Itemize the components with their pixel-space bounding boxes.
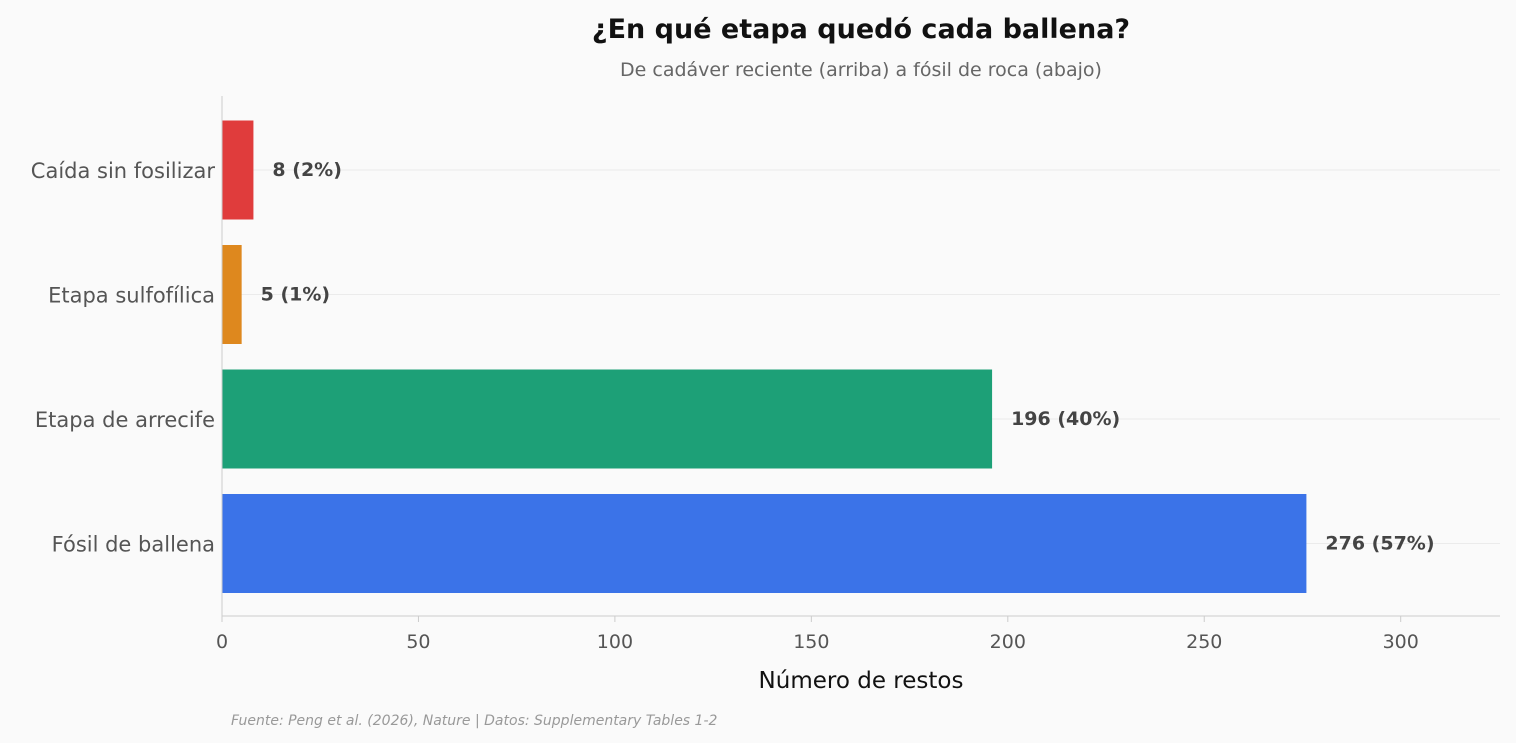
bar-2: [222, 369, 993, 469]
x-axis-ticks: 0 50 100 150 200 250 300: [216, 616, 1419, 653]
bars: [222, 120, 1307, 593]
category-label: Etapa sulfofílica: [48, 284, 215, 308]
category-label: Caída sin fosilizar: [31, 159, 216, 183]
x-tick-label: 50: [406, 631, 430, 653]
x-axis-label: Número de restos: [759, 668, 964, 694]
category-label: Etapa de arrecife: [35, 408, 215, 432]
category-labels: Caída sin fosilizar Etapa sulfofílica Etap…: [31, 159, 216, 557]
x-tick-label: 300: [1383, 631, 1419, 653]
x-tick-label: 150: [793, 631, 829, 653]
source-footnote: Fuente: Peng et al. (2026), Nature | Dat…: [231, 713, 718, 729]
gridlines: [222, 169, 1500, 544]
x-tick-label: 0: [216, 631, 228, 653]
data-label: 5 (1%): [261, 284, 330, 306]
bar-0: [222, 120, 254, 220]
data-labels: 8 (2%) 5 (1%) 196 (40%) 276 (57%): [261, 159, 1435, 555]
data-label: 196 (40%): [1011, 408, 1120, 430]
bar-3: [222, 494, 1307, 593]
x-tick-label: 200: [990, 631, 1026, 653]
chart-subtitle: De cadáver reciente (arriba) a fósil de …: [620, 59, 1102, 81]
chart-title: ¿En qué etapa quedó cada ballena?: [592, 14, 1130, 45]
data-label: 8 (2%): [272, 159, 341, 181]
x-tick-label: 100: [597, 631, 633, 653]
data-label: 276 (57%): [1325, 533, 1434, 555]
bar-1: [222, 245, 242, 344]
x-tick-label: 250: [1186, 631, 1222, 653]
category-label: Fósil de ballena: [52, 533, 215, 557]
